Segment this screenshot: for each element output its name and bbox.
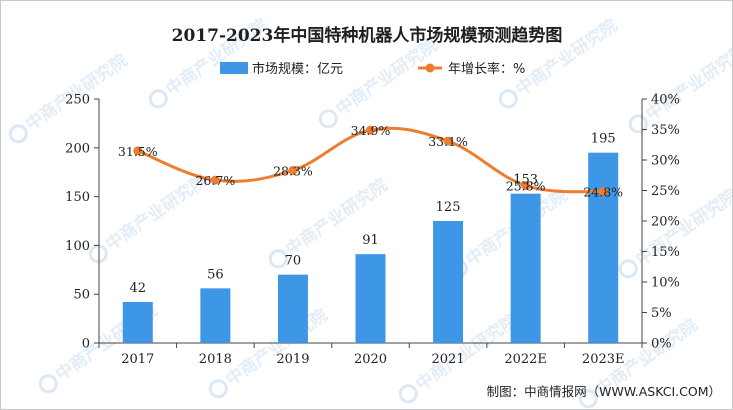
line-point (133, 146, 143, 156)
data-labels: 42 56 70 91 125 153 195 31.5% 26.7% 28.3% 34.9% 33.… (118, 123, 623, 296)
y-right-tick-label: 5% (651, 306, 672, 321)
svg-text:中商产业研究院: 中商产业研究院 (642, 40, 732, 125)
bar-value-label: 153 (513, 173, 538, 188)
bar-value-label: 56 (207, 267, 224, 282)
line-point (521, 181, 531, 191)
y-left-tick-label: 100 (65, 239, 90, 254)
bar (200, 288, 231, 343)
svg-text:中商产业研究院: 中商产业研究院 (632, 185, 732, 270)
bar-value-label: 70 (285, 254, 302, 269)
y-left-tick-label: 200 (65, 141, 90, 156)
bar-series (122, 152, 619, 343)
bar-value-label: 42 (130, 281, 147, 296)
x-tick-label: 2021 (432, 352, 465, 367)
y-right-tick-label: 30% (651, 154, 680, 169)
bar (433, 221, 464, 343)
y-left-tick-label: 0 (82, 337, 90, 352)
legend-swatch-marker (425, 63, 435, 73)
bar (122, 302, 153, 343)
bar-value-label: 91 (362, 233, 379, 248)
line-point (210, 175, 220, 185)
y-left-tick-label: 150 (65, 190, 90, 205)
watermark: 中商产业研究院 (88, 170, 211, 264)
line-value-label: 25.8% (506, 179, 546, 194)
line-point (598, 187, 608, 197)
line-point (288, 165, 298, 175)
svg-text:中商产业研究院: 中商产业研究院 (332, 35, 442, 120)
watermark: 中商产业研究院 (448, 185, 571, 279)
watermark-layer: 中商产业研究院 中商产业研究院 中商产业研究院 中商产业研究院 中商产业研究院中商产业研… (8, 15, 732, 409)
x-tick-label: 2020 (354, 352, 387, 367)
chart-title: 2017-2023年中国特种机器人市场规模预测趋势图 (172, 25, 563, 46)
line-series (133, 125, 608, 197)
x-tick-label: 2022E (504, 352, 547, 367)
line-value-label: 33.1% (428, 134, 468, 149)
line-value-label: 34.9% (351, 123, 391, 138)
line-value-label: 26.7% (195, 173, 235, 188)
y-right-tick-label: 10% (651, 276, 680, 291)
chart-legend: 市场规模：亿元 年增长率：% (220, 61, 525, 77)
bar (277, 274, 308, 343)
y-right-tick-label: 15% (651, 245, 680, 260)
legend-label-line: 年增长率：% (448, 61, 525, 77)
y-left-tick-label: 50 (73, 288, 90, 303)
x-tick-label: 2017 (121, 352, 154, 367)
legend-label-bar: 市场规模：亿元 (252, 61, 343, 77)
x-tick-label: 2023E (582, 352, 625, 367)
line-value-label: 31.5% (118, 144, 158, 159)
x-tick-label: 2019 (276, 352, 309, 367)
chart-axes: 0 50 100 150 200 250 0% 5% 10% 15% 20% 25% 30% 35% 40%… (65, 93, 680, 368)
watermark: 中商产业研究院 (318, 35, 442, 129)
bar (355, 254, 386, 343)
y-right-tick-label: 0% (651, 337, 672, 352)
y-left-tick-label: 250 (65, 93, 90, 108)
y-right-tick-label: 20% (651, 215, 680, 230)
bar-value-label: 125 (436, 200, 461, 215)
line-point (366, 125, 375, 135)
line-point (443, 136, 453, 146)
y-right-tick-label: 25% (651, 184, 680, 199)
x-tick-label: 2018 (199, 352, 232, 367)
watermark: 中商产业研究院 (618, 185, 732, 279)
line-value-label: 28.3% (273, 163, 313, 178)
bar (510, 193, 541, 343)
line-value-label: 24.8% (583, 185, 623, 200)
source-credit: 制图：中商情报网（WWW.ASKCI.COM） (487, 384, 721, 399)
bar (588, 152, 619, 343)
legend-swatch-bar (220, 62, 248, 74)
bar-value-label: 195 (591, 132, 616, 147)
svg-text:中商产业研究院: 中商产业研究院 (222, 305, 332, 390)
y-right-tick-label: 40% (651, 93, 680, 108)
y-right-tick-label: 35% (651, 123, 680, 138)
